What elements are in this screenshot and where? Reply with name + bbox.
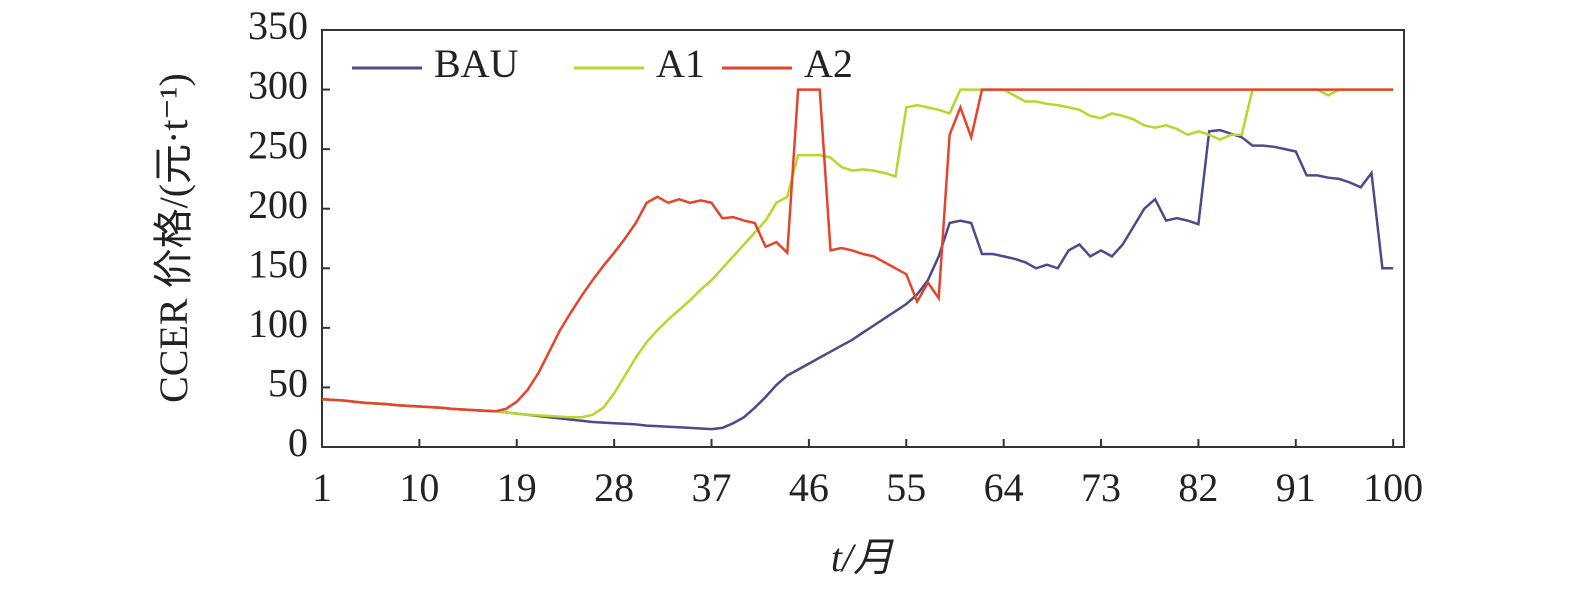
y-tick-label: 0 bbox=[288, 420, 308, 465]
series-line bbox=[321, 128, 1394, 431]
x-tick-label: 91 bbox=[1276, 465, 1316, 510]
y-tick-label: 250 bbox=[248, 122, 308, 167]
x-tick-label: 19 bbox=[497, 465, 537, 510]
y-tick-label: 200 bbox=[248, 182, 308, 227]
y-tick-label: 350 bbox=[248, 3, 308, 48]
legend-label: BAU bbox=[434, 41, 519, 86]
y-axis-label: CCER 价格/(元·t⁻¹) bbox=[151, 73, 196, 403]
y-tick-label: 50 bbox=[268, 361, 308, 406]
x-tick-label: 64 bbox=[984, 465, 1024, 510]
x-tick-label: 10 bbox=[399, 465, 439, 510]
legend-label: A2 bbox=[804, 41, 853, 86]
y-tick-label: 100 bbox=[248, 301, 308, 346]
x-tick-label: 46 bbox=[789, 465, 829, 510]
x-tick-label: 37 bbox=[692, 465, 732, 510]
x-tick-label: 28 bbox=[594, 465, 634, 510]
x-tick-label: 100 bbox=[1363, 465, 1423, 510]
x-axis-label: t/月 bbox=[831, 535, 894, 580]
legend-label: A1 bbox=[656, 41, 705, 86]
y-tick-label: 300 bbox=[248, 63, 308, 108]
series-line bbox=[321, 88, 1394, 413]
x-tick-label: 1 bbox=[312, 465, 332, 510]
x-tick-label: 73 bbox=[1081, 465, 1121, 510]
y-tick-label: 150 bbox=[248, 241, 308, 286]
x-tick-label: 82 bbox=[1178, 465, 1218, 510]
plot-frame bbox=[321, 29, 1405, 448]
series-line bbox=[321, 88, 1394, 419]
x-tick-label: 55 bbox=[886, 465, 926, 510]
